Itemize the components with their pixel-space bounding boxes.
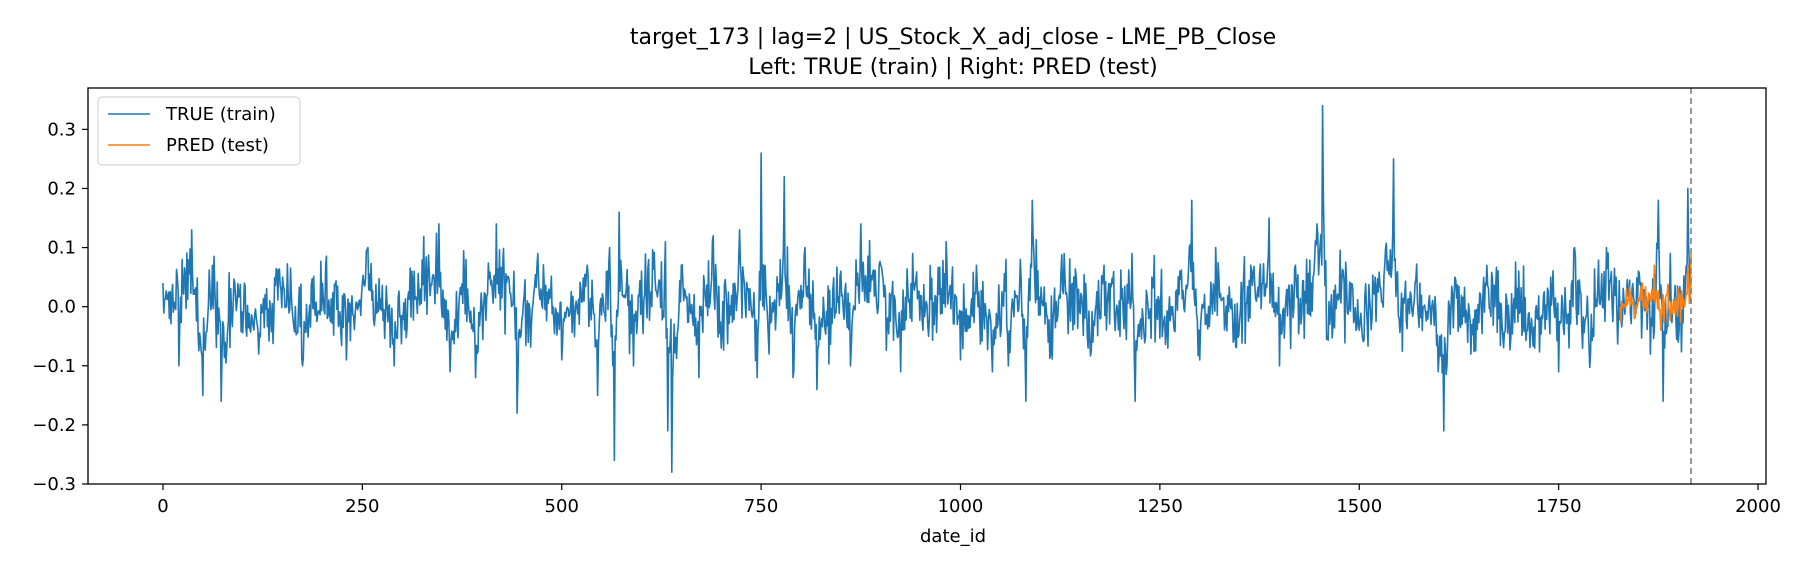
y-tick-label: −0.1 bbox=[32, 356, 76, 377]
y-tick-label: 0.0 bbox=[47, 297, 76, 318]
y-axis: −0.3 −0.2 −0.1 0.0 0.1 0.2 0.3 bbox=[32, 119, 88, 495]
y-tick-label: 0.3 bbox=[47, 119, 76, 140]
x-tick-label: 1000 bbox=[938, 496, 984, 517]
x-tick-label: 1500 bbox=[1336, 496, 1382, 517]
x-axis: 0 250 500 750 1000 1250 1500 1750 2000 bbox=[157, 484, 1781, 517]
y-tick-label: 0.2 bbox=[47, 178, 76, 199]
series-line-1 bbox=[1619, 253, 1692, 332]
plot-frame bbox=[87, 87, 1767, 485]
x-tick-label: 1250 bbox=[1137, 496, 1183, 517]
chart-subtitle: Left: TRUE (train) | Right: PRED (test) bbox=[748, 55, 1157, 80]
legend-label-1: PRED (test) bbox=[166, 135, 269, 156]
series-line-0 bbox=[162, 104, 1692, 473]
y-tick-label: 0.1 bbox=[47, 238, 76, 259]
y-tick-label: −0.3 bbox=[32, 474, 76, 495]
legend: TRUE (train) PRED (test) bbox=[97, 96, 301, 166]
x-tick-label: 1750 bbox=[1536, 496, 1582, 517]
legend-label-0: TRUE (train) bbox=[165, 104, 276, 125]
y-tick-label: −0.2 bbox=[32, 415, 76, 436]
x-tick-label: 0 bbox=[157, 496, 168, 517]
x-tick-label: 2000 bbox=[1735, 496, 1781, 517]
plot-area bbox=[87, 87, 1767, 485]
x-tick-label: 500 bbox=[545, 496, 579, 517]
chart-title: target_173 | lag=2 | US_Stock_X_adj_clos… bbox=[630, 25, 1276, 50]
x-axis-label: date_id bbox=[920, 526, 986, 547]
x-tick-label: 750 bbox=[744, 496, 778, 517]
x-tick-label: 250 bbox=[345, 496, 379, 517]
